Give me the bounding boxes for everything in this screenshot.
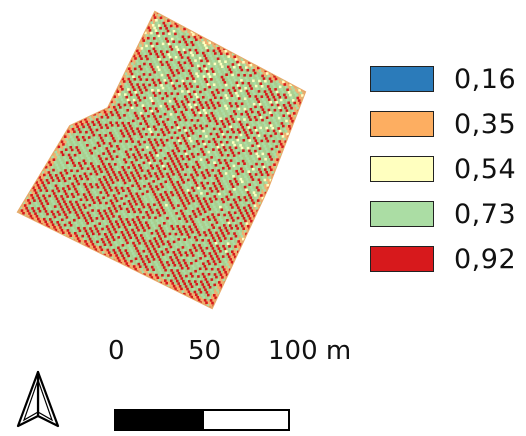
scale-label-100: 100 m (268, 336, 352, 366)
legend-swatch (370, 246, 434, 272)
legend-item: 0,16 (370, 60, 520, 98)
scale-segment-black (114, 409, 204, 431)
legend-swatch (370, 66, 434, 92)
legend-swatch (370, 201, 434, 227)
legend: 0,16 0,35 0,54 0,73 0,92 (370, 60, 520, 285)
legend-label: 0,73 (454, 198, 517, 230)
legend-label: 0,16 (454, 63, 517, 95)
legend-swatch (370, 156, 434, 182)
scale-label-0: 0 (108, 336, 125, 366)
legend-label: 0,92 (454, 243, 517, 275)
legend-label: 0,35 (454, 108, 517, 140)
scale-bar (114, 409, 290, 431)
scale-segment-white (202, 409, 290, 431)
scale-labels: 0 50 100 m (0, 336, 380, 376)
legend-item: 0,54 (370, 150, 520, 188)
legend-label: 0,54 (454, 153, 517, 185)
legend-item: 0,73 (370, 195, 520, 233)
legend-swatch (370, 111, 434, 137)
scale-label-50: 50 (188, 336, 222, 366)
north-arrow-icon (16, 370, 60, 428)
legend-item: 0,35 (370, 105, 520, 143)
field-map (16, 10, 307, 310)
legend-item: 0,92 (370, 240, 520, 278)
field-polygon (16, 10, 307, 310)
